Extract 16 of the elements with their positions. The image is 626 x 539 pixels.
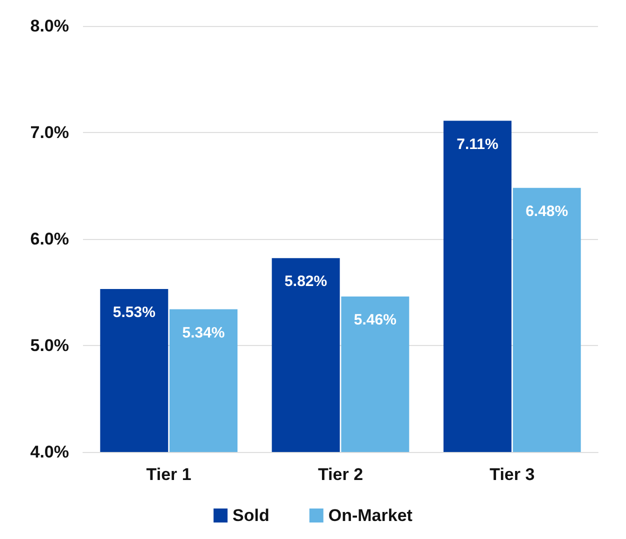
y-tick-label: 7.0% (30, 123, 69, 142)
data-label: 5.34% (182, 324, 225, 342)
legend-label: On-Market (328, 506, 413, 525)
y-tick-label: 4.0% (30, 442, 69, 462)
data-label: 7.11% (456, 136, 498, 153)
data-label: 5.82% (284, 273, 328, 290)
x-tick-label: Tier 3 (490, 465, 535, 484)
legend-label: Sold (232, 506, 270, 525)
x-tick-label: Tier 1 (146, 465, 192, 484)
x-tick-label: Tier 2 (318, 465, 364, 484)
data-label: 5.46% (354, 312, 396, 329)
data-label: 6.48% (526, 202, 568, 220)
y-tick-label: 5.0% (30, 336, 69, 355)
data-label: 5.53% (112, 304, 156, 322)
y-tick-label: 6.0% (30, 230, 69, 248)
y-tick-label: 8.0% (30, 16, 69, 36)
